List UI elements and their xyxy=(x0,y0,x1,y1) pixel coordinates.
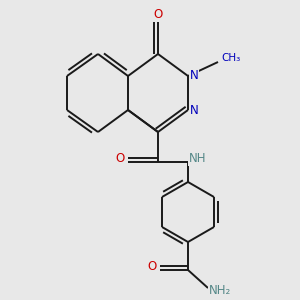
Text: N: N xyxy=(190,103,198,116)
Text: CH₃: CH₃ xyxy=(221,53,241,63)
Text: NH₂: NH₂ xyxy=(209,284,231,296)
Text: O: O xyxy=(116,152,124,166)
Text: O: O xyxy=(147,260,157,274)
Text: N: N xyxy=(190,70,198,83)
Text: NH: NH xyxy=(189,152,207,166)
Text: O: O xyxy=(153,8,163,20)
